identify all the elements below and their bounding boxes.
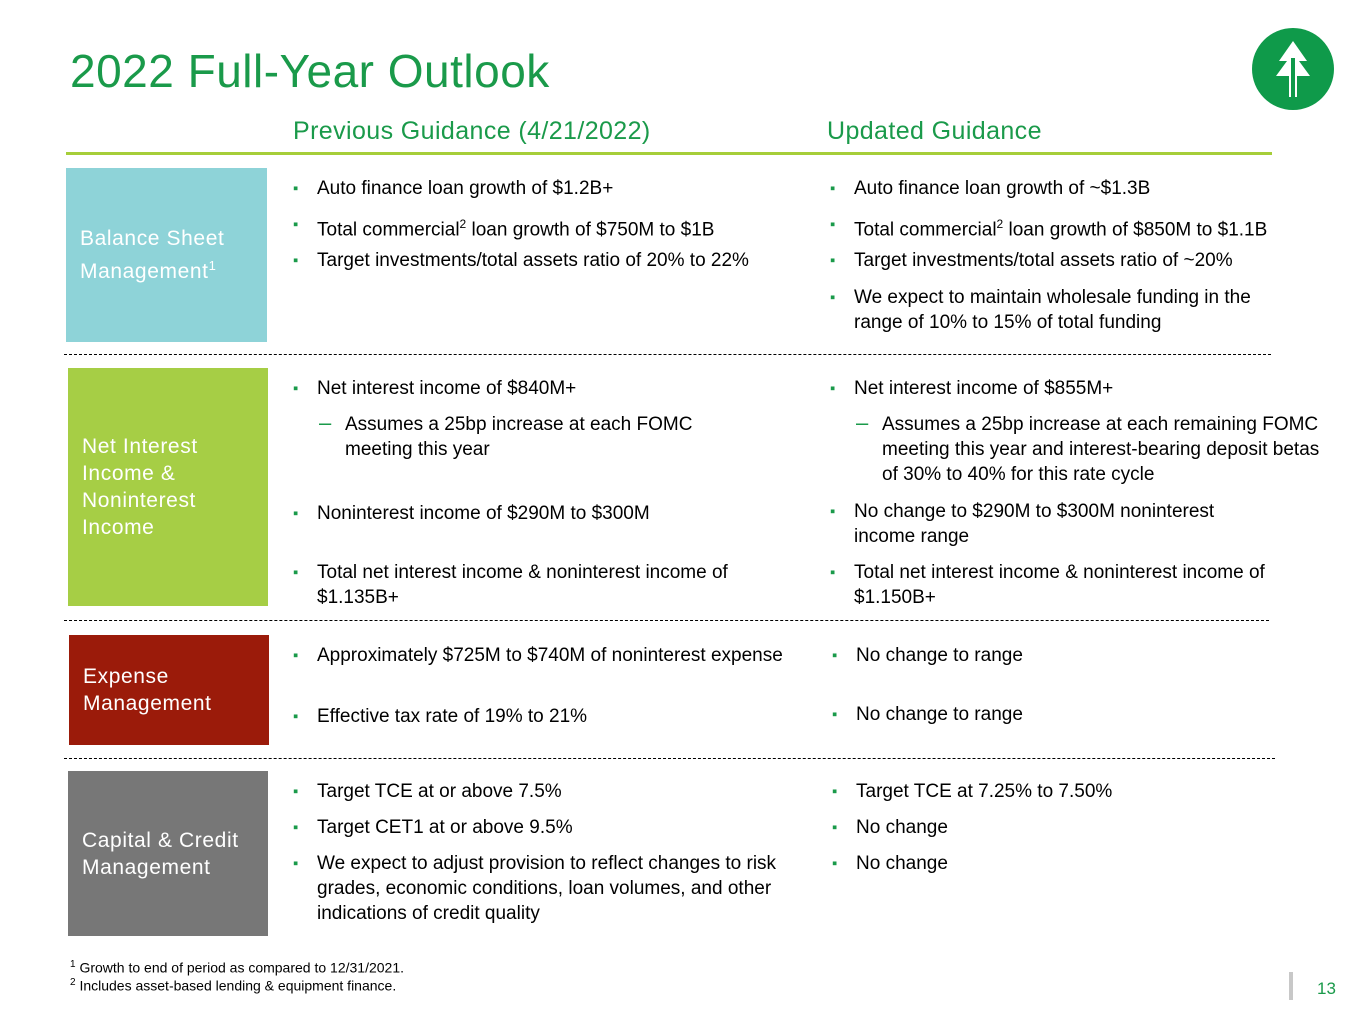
balance-upd-item: We expect to maintain wholesale funding … — [830, 285, 1304, 335]
section-divider — [64, 620, 1269, 621]
nii-upd-subitem: Assumes a 25bp increase at each remainin… — [856, 410, 1322, 487]
capital-label-box: Capital & Credit Management — [68, 771, 268, 936]
capital-upd-item: No change — [832, 815, 1296, 840]
balance-prev-item: Target investments/total assets ratio of… — [293, 248, 807, 273]
balance-sheet-label: Balance Sheet Management — [80, 227, 225, 283]
balance-sheet-label-box: Balance Sheet Management1 — [66, 168, 267, 342]
nii-label: Net Interest Income & Noninterest Income — [82, 435, 198, 539]
capital-upd-item: Target TCE at 7.25% to 7.50% — [832, 779, 1296, 804]
balance-upd-item: Total commercial2 loan growth of $850M t… — [830, 212, 1324, 242]
footnote: 1 Growth to end of period as compared to… — [70, 959, 404, 976]
section-divider — [64, 354, 1271, 355]
expense-prev-item: Effective tax rate of 19% to 21% — [293, 704, 787, 729]
capital-upd-item: No change — [832, 851, 1296, 876]
page-number: 13 — [1317, 979, 1336, 998]
expense-prev-item: Approximately $725M to $740M of noninter… — [293, 643, 787, 668]
nii-prev-subitem: Assumes a 25bp increase at each FOMC mee… — [319, 410, 765, 462]
nii-upd-item: Total net interest income & noninterest … — [830, 560, 1324, 610]
nii-upd-item: Net interest income of $855M+ — [830, 376, 1314, 401]
balance-upd-item: Target investments/total assets ratio of… — [830, 248, 1314, 273]
footnote: 2 Includes asset-based lending & equipme… — [70, 977, 397, 994]
capital-prev-item: We expect to adjust provision to reflect… — [293, 851, 792, 926]
nii-prev-item: Noninterest income of $290M to $300M — [293, 501, 787, 526]
header-rule — [66, 152, 1272, 155]
capital-label: Capital & Credit Management — [82, 828, 239, 879]
nii-label-box: Net Interest Income & Noninterest Income — [68, 368, 268, 606]
balance-prev-item: Total commercial2 loan growth of $750M t… — [293, 212, 787, 242]
expense-upd-item: No change to range — [832, 643, 1296, 668]
page-title: 2022 Full-Year Outlook — [70, 45, 550, 97]
capital-prev-item: Target TCE at or above 7.5% — [293, 779, 787, 804]
nii-prev-item: Net interest income of $840M+ — [293, 376, 787, 401]
footnote-ref: 1 — [208, 258, 217, 273]
capital-prev-item: Target CET1 at or above 9.5% — [293, 815, 787, 840]
nii-prev-item: Total net interest income & noninterest … — [293, 560, 787, 610]
expense-upd-item: No change to range — [832, 702, 1296, 727]
updated-guidance-header: Updated Guidance — [827, 117, 1042, 145]
balance-prev-item: Auto finance loan growth of $1.2B+ — [293, 176, 787, 201]
expense-label: Expense Management — [83, 665, 212, 715]
previous-guidance-header: Previous Guidance (4/21/2022) — [293, 117, 651, 145]
tree-icon — [1276, 41, 1310, 97]
balance-upd-item: Auto finance loan growth of ~$1.3B — [830, 176, 1314, 201]
expense-label-box: Expense Management — [69, 635, 269, 745]
section-divider — [64, 758, 1275, 759]
page-number-bar — [1289, 972, 1293, 1000]
nii-upd-item: No change to $290M to $300M noninterest … — [830, 499, 1274, 549]
company-logo — [1252, 28, 1334, 110]
